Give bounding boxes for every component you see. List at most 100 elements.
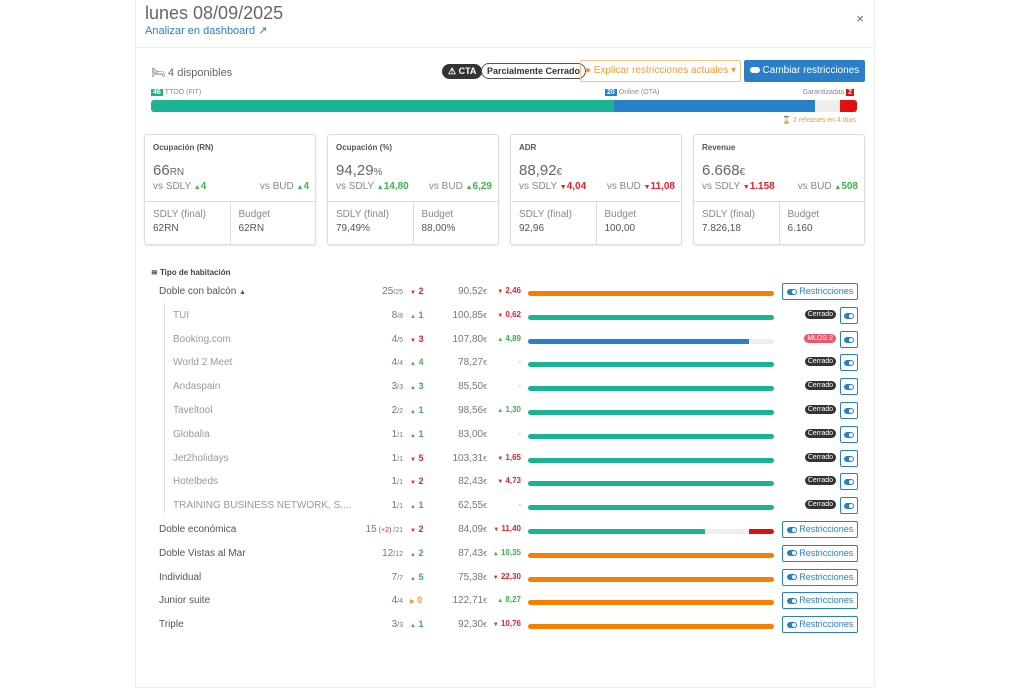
adr-value: 98,56 [458, 405, 484, 416]
restrictions-button[interactable]: Restricciones [782, 544, 858, 562]
restrictions-toggle-button[interactable] [840, 425, 858, 443]
caret-down-icon: ▾ [731, 65, 737, 76]
restrictions-toggle-button[interactable] [840, 473, 858, 491]
row-name: Individual [159, 572, 201, 583]
room-type-row[interactable]: Doble Vistas al Mar 12/12 ▲ 2 87,43€ ▲ 1… [136, 544, 876, 565]
name-text: Booking.com [173, 333, 231, 345]
restrictions-button[interactable]: Restricciones [782, 283, 858, 300]
vs-sdly-value: 14,80 [383, 181, 409, 192]
delta-arrow-icon: ▼ [410, 290, 416, 296]
restrictions-button[interactable]: Restricciones [782, 592, 858, 610]
occ-total: /25 [393, 289, 403, 296]
row-name: Andaspain [173, 381, 220, 392]
status-badge: Cerrado [804, 476, 836, 486]
budget: Budget 88,00% [412, 202, 499, 244]
bar-fill [528, 481, 774, 487]
adr-value: 100,85 [452, 309, 484, 321]
room-type-row[interactable]: Triple 3/3 ▲ 1 92,30€ ▼ 10,76 Restriccio… [136, 616, 876, 636]
caret-up-icon[interactable]: ▲ [239, 289, 246, 296]
channel-row[interactable]: Jet2holidays 1/1 ▼ 5 103,31€ ▼ 1,65 Cerr… [136, 449, 876, 470]
occ-total: /8 [397, 312, 403, 320]
delta-arrow-icon: ▲ [497, 336, 504, 343]
channel-row[interactable]: Booking.com 4/5 ▼ 3 107,80€ ▲ 4,89 MLOS … [136, 330, 876, 351]
ttoo-text: TTOO (FIT) [164, 89, 202, 96]
occ-total: /12 [393, 550, 403, 558]
occ-value: 3 [391, 619, 398, 631]
sdly-final: SDLY (final) 92,96 [511, 202, 596, 244]
budget: Budget 62RN [229, 202, 316, 244]
sdly-final-value: 62RN [153, 223, 179, 234]
vs-bud: vs BUD ▲6,29 [429, 181, 492, 192]
channel-row[interactable]: TUI 8/8 ▲ 1 100,85€ ▼ 0,62 Cerrado [136, 306, 876, 327]
toggle-icon [844, 408, 854, 414]
ad-value: 10,35 [500, 547, 521, 557]
occupancy-delta: ▶ 0 [410, 595, 422, 605]
adr-value: 122,71 [452, 595, 484, 607]
restrictions-button[interactable]: Restricciones [782, 616, 858, 634]
channel-row[interactable]: Globalia 1/1 ▲ 1 83,00€ - Cerrado [136, 425, 876, 446]
dashboard-link[interactable]: Analizar en dashboard ↗ [145, 24, 267, 37]
unit: RN [169, 167, 185, 178]
card-title: Ocupación (%) [336, 143, 393, 152]
occupancy-bar [528, 338, 774, 344]
euro-unit: € [483, 527, 487, 534]
close-button[interactable]: × [856, 11, 864, 26]
delta-arrow-icon: ▲ [410, 551, 416, 558]
vs-sdly: vs SDLY ▲14,80 [336, 181, 409, 192]
vs-bud-delta: ▲508 [834, 181, 858, 192]
adr-delta: ▼ 10,76 [493, 619, 521, 628]
toggle-icon [844, 360, 854, 367]
row-name: Junior suite [159, 595, 210, 606]
budget: Budget 6.160 [778, 202, 865, 244]
row-name: Doble con balcón ▲ [159, 286, 246, 297]
room-type-row[interactable]: Doble económica 15 (+2) /21 ▼ 2 84,09€ ▼… [136, 521, 876, 541]
channel-row[interactable]: Taveltool 2/2 ▲ 1 98,56€ ▲ 1,30 Cerrado [136, 402, 876, 422]
occupancy: 7/7 [392, 572, 403, 583]
occupancy: 1/1 [392, 453, 403, 464]
value: 66 [153, 162, 170, 179]
restrictions-toggle-button[interactable] [840, 354, 858, 372]
ota-count: 20 [605, 89, 617, 96]
card-title: Ocupación (RN) [153, 143, 214, 152]
room-type-row[interactable]: Individual 7/7 ▲ 5 75,38€ ▼ 22,30 Restri… [136, 568, 876, 589]
toggle-icon [844, 312, 854, 319]
restrictions-button[interactable]: Restricciones [782, 521, 858, 538]
restrictions-toggle-button[interactable] [840, 449, 858, 467]
od-value: 1 [418, 619, 424, 630]
occ-value: 2 [391, 405, 398, 416]
occupancy-delta: ▲ 2 [410, 548, 423, 558]
channel-row[interactable]: World 2 Meet 4/4 ▲ 4 78,27€ - Cerrado [136, 354, 876, 374]
occupancy: 4/5 [392, 334, 403, 345]
unit: € [739, 167, 746, 178]
room-type-row[interactable]: Junior suite 4/4 ▶ 0 122,71€ ▲ 8,27 Rest… [136, 592, 876, 612]
restrictions-toggle-button[interactable] [840, 330, 858, 348]
row-name: Hotelbeds [173, 476, 218, 487]
delta-arrow-icon: ▲ [497, 408, 504, 414]
status-badge: Cerrado [804, 452, 836, 462]
euro-unit: € [483, 622, 487, 630]
sdly-final-value: 79,49% [336, 223, 370, 234]
adr: 122,71€ [453, 595, 488, 606]
explain-restrictions-button[interactable]: ● Explicar restricciones actuales ▾ [580, 60, 741, 82]
channel-row[interactable]: TRAINING BUSINESS NETWORK, S.... 1/1 ▲ 1… [136, 497, 876, 517]
ad-value: 8,27 [505, 595, 521, 605]
restrictions-toggle-button[interactable] [840, 402, 858, 419]
occupancy: 3/3 [392, 619, 403, 630]
restrictions-button[interactable]: Restricciones [782, 568, 858, 586]
euro-unit: € [483, 574, 487, 582]
segment-2 [814, 100, 840, 112]
room-type-row[interactable]: Doble con balcón ▲ 25/25 ▼ 2 90,52€ ▼ 2,… [136, 283, 876, 303]
bar-fill [528, 433, 774, 439]
channel-row[interactable]: Andaspain 3/3 ▲ 3 85,50€ - Cerrado [136, 378, 876, 398]
restrictions-toggle-button[interactable] [840, 497, 858, 515]
vs-bud-delta: ▲4 [297, 181, 310, 192]
vs-sdly-label: vs SDLY [153, 181, 191, 192]
budget-label: Budget [787, 209, 820, 220]
occupancy: 8/8 [392, 310, 403, 321]
restrictions-toggle-button[interactable] [840, 306, 858, 324]
change-restrictions-button[interactable]: Cambiar restricciones [744, 60, 865, 82]
budget-label: Budget [604, 209, 637, 220]
budget-value: 6.160 [787, 223, 813, 234]
restrictions-toggle-button[interactable] [840, 378, 858, 396]
channel-row[interactable]: Hotelbeds 1/1 ▼ 2 82,43€ ▼ 4,73 Cerrado [136, 473, 876, 493]
